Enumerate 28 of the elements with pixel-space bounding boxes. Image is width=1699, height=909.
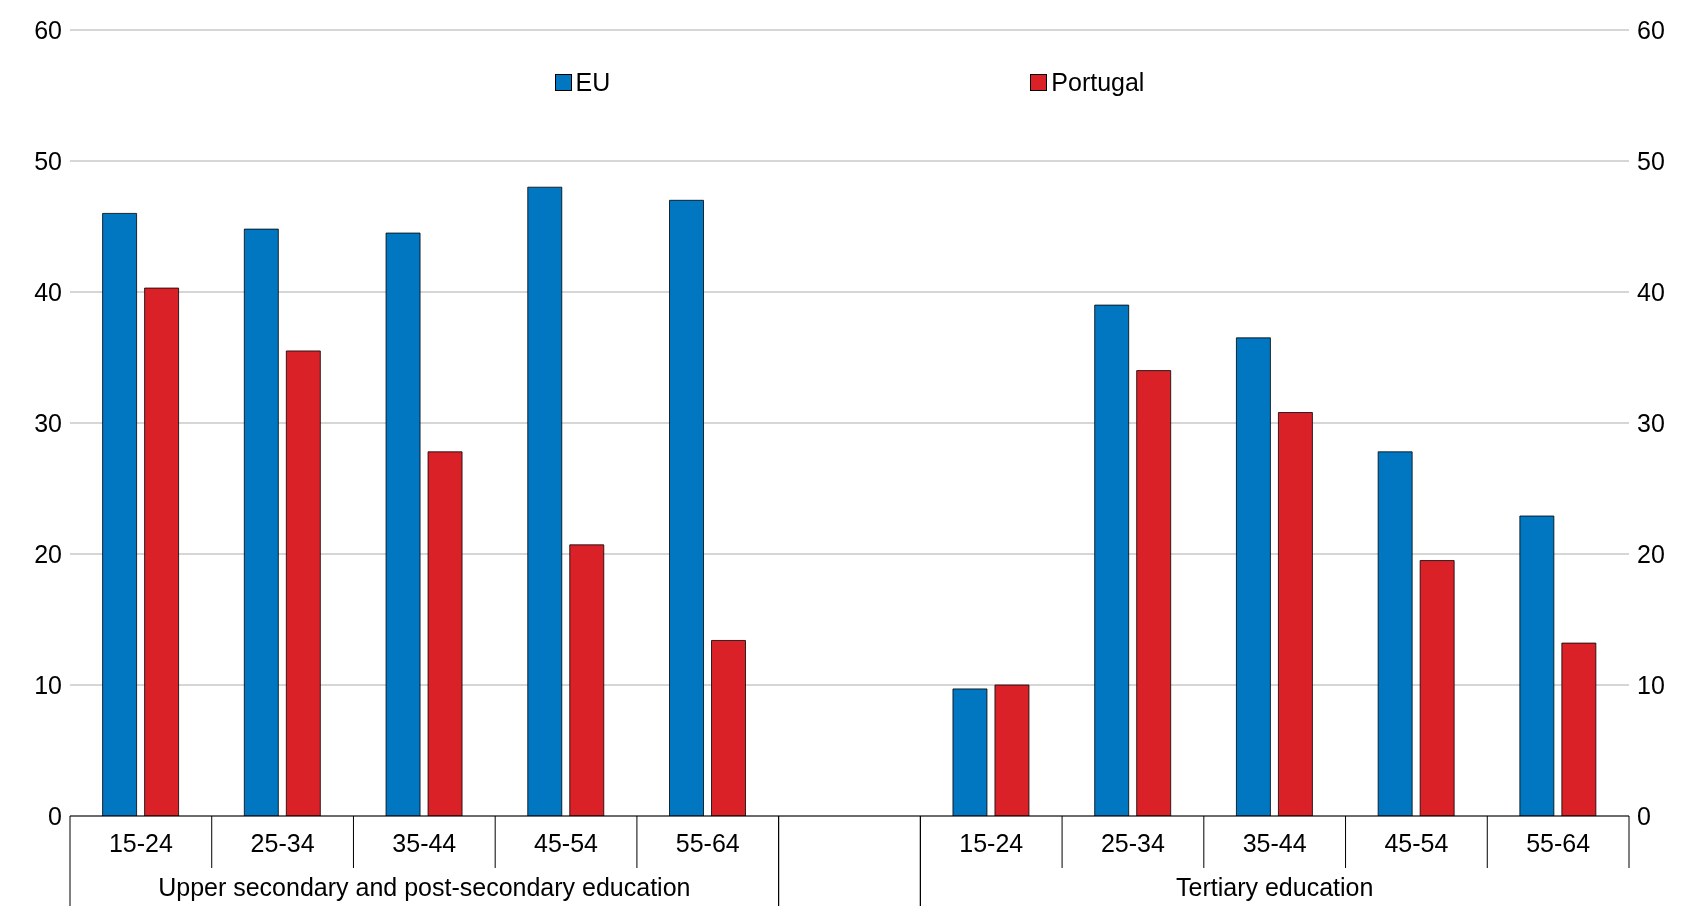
y-tick-label: 20 xyxy=(34,539,62,568)
x-tick-label: 25-34 xyxy=(1100,829,1166,857)
y2-tick-label: 40 xyxy=(1637,277,1665,306)
x-tick-label: 35-44 xyxy=(392,829,457,857)
y2-tick-label: 60 xyxy=(1637,15,1665,44)
y-tick-label: 60 xyxy=(34,15,62,44)
x-tick-label: 45-54 xyxy=(534,829,599,857)
legend-label: EU xyxy=(575,68,611,97)
y-tick-label: 10 xyxy=(34,670,62,699)
text: Tertiary education xyxy=(1176,873,1374,901)
y2-tick-label: 20 xyxy=(1637,539,1665,568)
x-tick-label: 55-64 xyxy=(1526,829,1591,857)
y-tick-label: 30 xyxy=(34,408,62,437)
x-tick-label: 15-24 xyxy=(959,829,1024,857)
y-tick-label: 50 xyxy=(34,146,62,175)
x-tick-label: 25-34 xyxy=(250,829,315,857)
x-tick-label: 45-54 xyxy=(1384,829,1449,857)
text: Upper secondary and post-secondary education xyxy=(158,873,691,901)
y2-tick-label: 0 xyxy=(1637,801,1651,830)
y2-tick-label: 10 xyxy=(1637,670,1665,699)
y2-tick-label: 50 xyxy=(1637,146,1665,175)
x-tick-label: 15-24 xyxy=(108,829,173,857)
y-tick-label: 40 xyxy=(34,277,62,306)
y2-tick-label: 30 xyxy=(1637,408,1665,437)
y-tick-label: 0 xyxy=(48,801,62,830)
x-tick-label: 35-44 xyxy=(1242,829,1307,857)
legend-label: Portugal xyxy=(1051,68,1145,97)
x-tick-label: 55-64 xyxy=(675,829,740,857)
